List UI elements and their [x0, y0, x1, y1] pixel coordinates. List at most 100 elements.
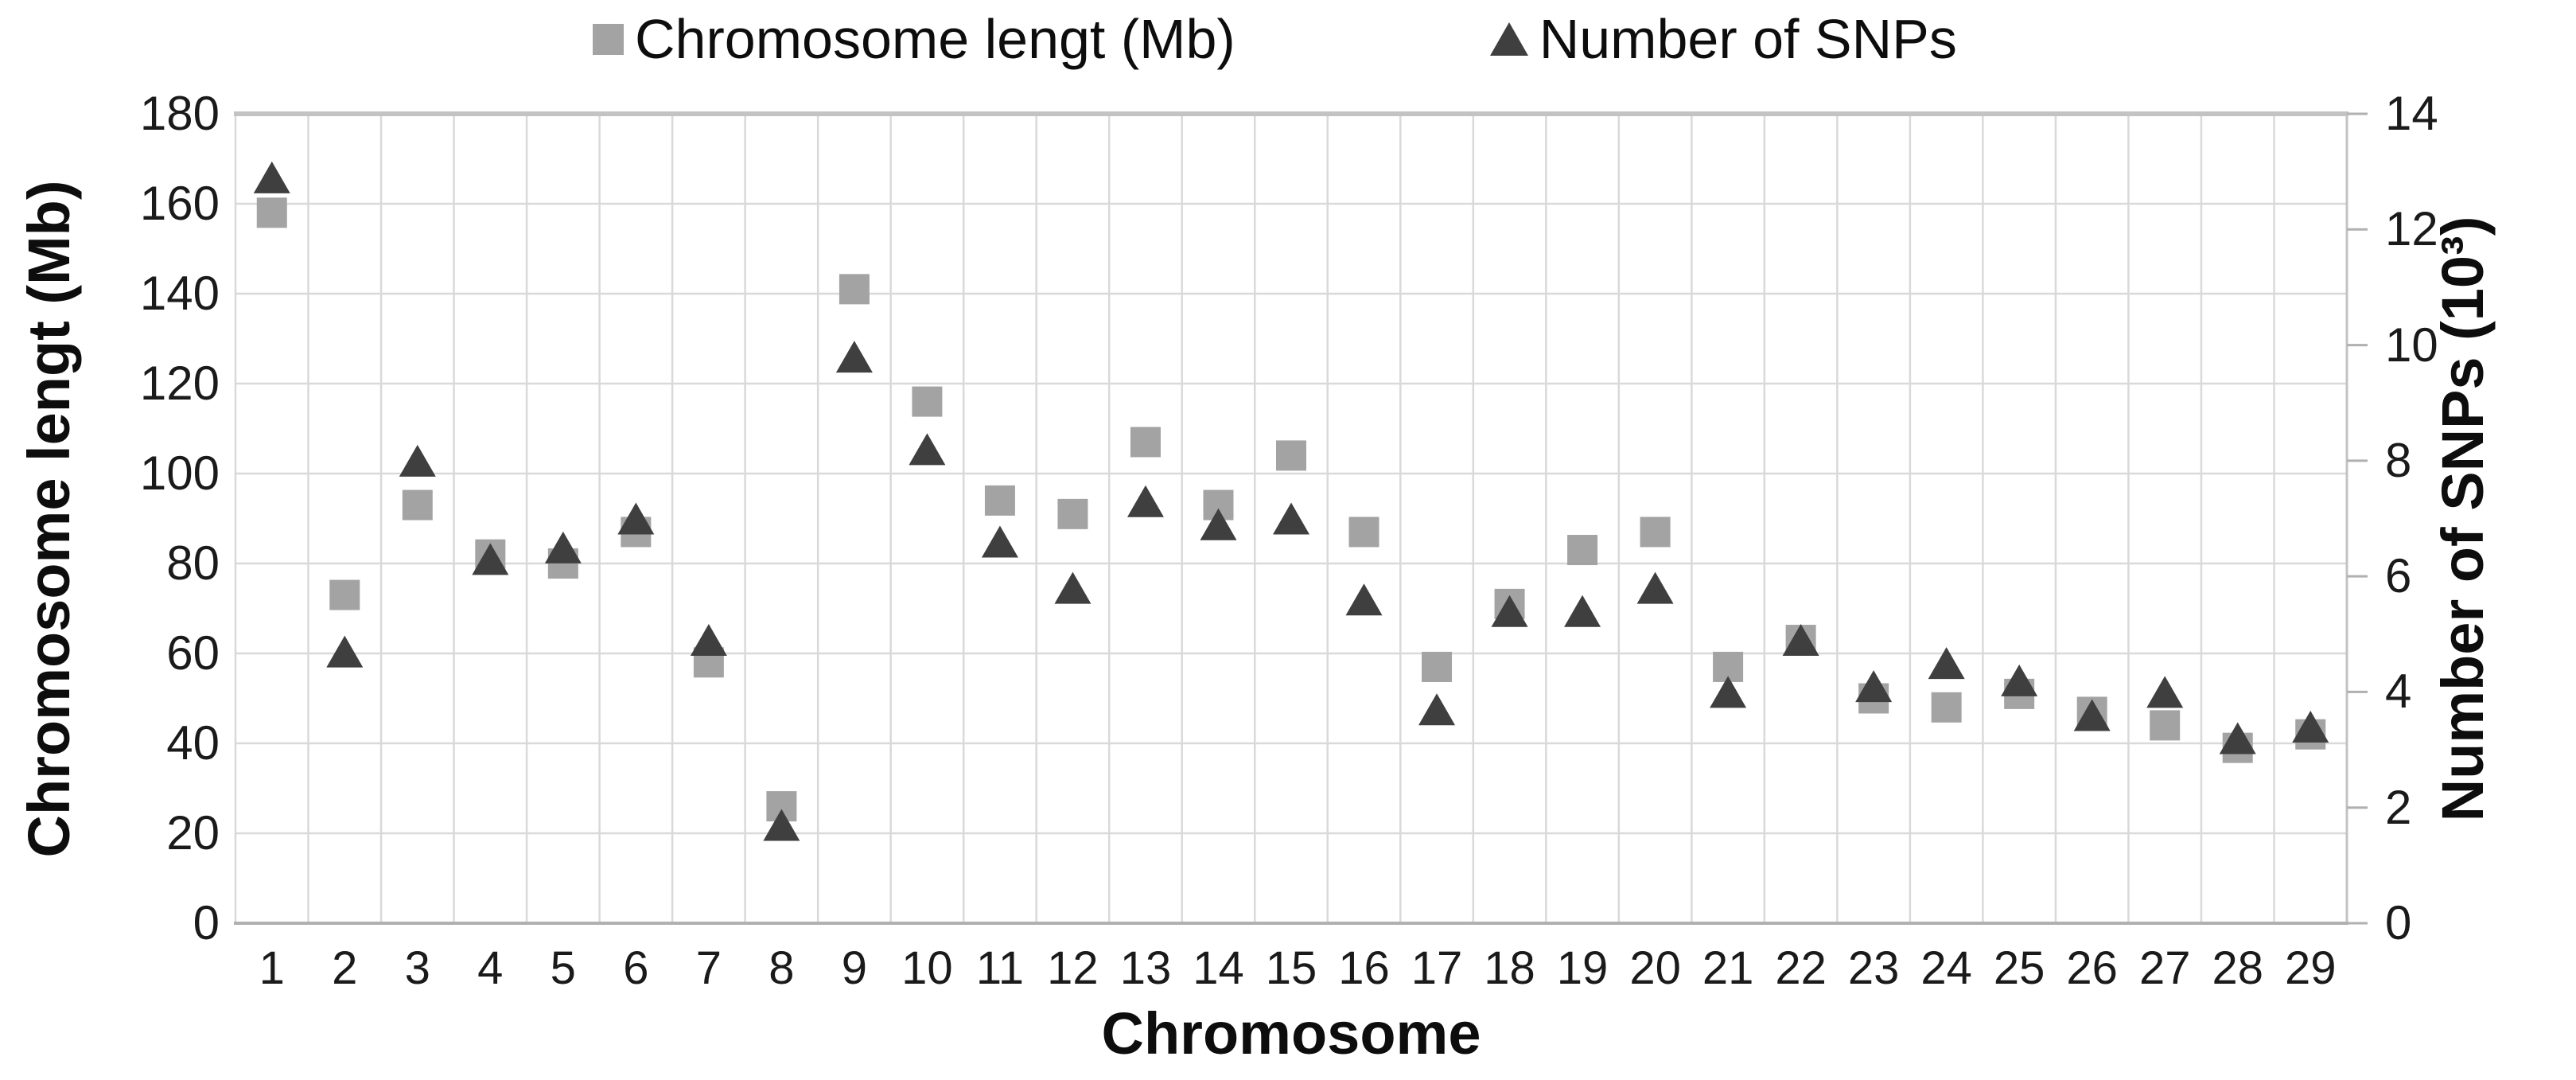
left-axis-tick-label-160: 160	[139, 177, 220, 230]
snps-marker-chr-7	[690, 624, 727, 657]
snps-marker-chr-16	[1345, 583, 1383, 616]
left-axis-tick-label-100: 100	[139, 446, 220, 500]
length-marker-chr-1	[256, 197, 287, 228]
length-marker-chr-16	[1348, 517, 1379, 548]
x-axis-tick-label-16: 16	[1338, 942, 1390, 994]
snps-marker-chr-23	[1855, 670, 1893, 703]
length-marker-chr-27	[2150, 710, 2181, 741]
x-axis-tick-label-19: 19	[1556, 942, 1609, 994]
x-axis-tick-label-17: 17	[1411, 942, 1463, 994]
snps-marker-chr-21	[1710, 676, 1747, 708]
x-axis-tick-label-2: 2	[332, 942, 358, 994]
x-axis-tick-label-8: 8	[769, 942, 795, 994]
length-marker-chr-17	[1422, 651, 1453, 682]
right-axis-tick-label-6: 6	[2385, 549, 2412, 603]
x-axis-tick-label-9: 9	[841, 942, 868, 994]
x-axis-tick-label-14: 14	[1193, 942, 1244, 994]
left-axis-tick-label-140: 140	[139, 267, 220, 320]
snps-marker-chr-11	[981, 525, 1018, 558]
legend: Chromosome lengt (Mb) Number of SNPs	[593, 11, 1957, 67]
x-axis-tick-label-11: 11	[975, 942, 1025, 994]
right-axis-tick-label-8: 8	[2385, 433, 2412, 487]
snps-marker-chr-3	[399, 444, 436, 477]
left-axis-tick-label-0: 0	[193, 896, 220, 949]
x-axis-tick-label-28: 28	[2212, 942, 2263, 994]
x-axis-tick-label-5: 5	[550, 942, 576, 994]
left-axis-tick-label-20: 20	[166, 806, 220, 860]
x-axis-tick-label-26: 26	[2066, 942, 2118, 994]
left-axis-tick-label-120: 120	[139, 357, 220, 410]
length-marker-chr-11	[984, 485, 1015, 516]
snps-marker-chr-22	[1782, 624, 1819, 657]
length-marker-chr-13	[1130, 427, 1161, 458]
right-axis-tick-label-10: 10	[2385, 318, 2438, 372]
length-marker-chr-3	[402, 489, 433, 521]
length-marker-chr-12	[1057, 498, 1088, 529]
snps-marker-chr-28	[2219, 722, 2256, 754]
snps-marker-chr-25	[2001, 664, 2038, 696]
right-axis-tick-label-4: 4	[2385, 665, 2412, 719]
x-axis-tick-label-24: 24	[1920, 942, 1972, 994]
snps-marker-chr-29	[2292, 711, 2329, 743]
x-axis-tick-label-3: 3	[404, 942, 430, 994]
right-axis-tick-label-0: 0	[2385, 896, 2412, 949]
snps-marker-chr-15	[1273, 502, 1309, 535]
snps-marker-chr-26	[2073, 699, 2111, 731]
left-axis-tick-label-80: 80	[166, 536, 220, 590]
left-axis-tick-label-60: 60	[166, 626, 220, 680]
snps-marker-chr-9	[835, 341, 873, 373]
length-marker-chr-10	[912, 386, 943, 417]
right-axis-tick-label-2: 2	[2385, 780, 2412, 834]
snps-marker-chr-12	[1054, 571, 1091, 604]
snps-marker-chr-5	[544, 531, 582, 563]
snps-marker-chr-18	[1491, 595, 1528, 627]
left-axis-tick-label-180: 180	[139, 87, 220, 140]
snps-marker-chr-2	[326, 635, 364, 668]
snps-marker-chr-19	[1564, 595, 1601, 627]
snps-marker-chr-6	[617, 502, 655, 535]
x-axis-tick-label-1: 1	[259, 942, 285, 994]
snps-marker-chr-27	[2146, 676, 2184, 708]
x-axis-tick-label-15: 15	[1265, 942, 1317, 994]
square-marker-icon	[593, 23, 624, 55]
legend-label-chromosome-length: Chromosome lengt (Mb)	[635, 8, 1235, 70]
snps-marker-chr-4	[472, 543, 509, 575]
length-marker-chr-2	[329, 579, 360, 610]
x-axis-tick-label-13: 13	[1119, 942, 1172, 994]
x-axis-title: Chromosome	[1101, 1000, 1481, 1066]
snps-marker-chr-20	[1636, 571, 1674, 604]
triangle-marker-icon	[1489, 22, 1528, 56]
x-axis-tick-label-4: 4	[477, 942, 504, 994]
x-axis-tick-label-27: 27	[2138, 942, 2191, 994]
x-axis-tick-label-21: 21	[1702, 942, 1754, 994]
legend-item-number-of-snps: Number of SNPs	[1489, 8, 1957, 70]
length-marker-chr-19	[1567, 535, 1598, 566]
legend-item-chromosome-length: Chromosome lengt (Mb)	[593, 11, 1235, 67]
x-axis-tick-label-23: 23	[1847, 942, 1900, 994]
x-axis-tick-label-6: 6	[623, 942, 649, 994]
left-axis-tick-label-40: 40	[166, 716, 220, 770]
length-marker-chr-15	[1276, 440, 1306, 471]
x-axis-tick-label-18: 18	[1484, 942, 1535, 994]
snps-marker-chr-13	[1127, 485, 1164, 517]
length-marker-chr-9	[839, 274, 870, 305]
x-axis-tick-label-25: 25	[1993, 942, 2045, 994]
legend-label-number-of-snps: Number of SNPs	[1539, 8, 1957, 70]
x-axis-tick-label-29: 29	[2284, 942, 2337, 994]
snps-marker-chr-17	[1418, 693, 1456, 726]
x-axis-tick-label-12: 12	[1047, 942, 1099, 994]
snps-marker-chr-14	[1200, 508, 1237, 540]
right-axis-tick-label-14: 14	[2385, 87, 2438, 140]
snps-marker-chr-1	[253, 161, 290, 193]
x-axis-tick-label-20: 20	[1629, 942, 1681, 994]
x-axis-tick-label-7: 7	[695, 942, 722, 994]
x-axis-tick-label-22: 22	[1775, 942, 1827, 994]
snps-marker-chr-10	[909, 433, 946, 466]
length-marker-chr-20	[1640, 517, 1671, 548]
x-axis-tick-label-10: 10	[901, 942, 953, 994]
right-axis-tick-label-12: 12	[2385, 202, 2438, 256]
snps-marker-chr-8	[763, 809, 800, 841]
length-marker-chr-24	[1931, 692, 1962, 723]
snps-marker-chr-24	[1928, 647, 1965, 680]
